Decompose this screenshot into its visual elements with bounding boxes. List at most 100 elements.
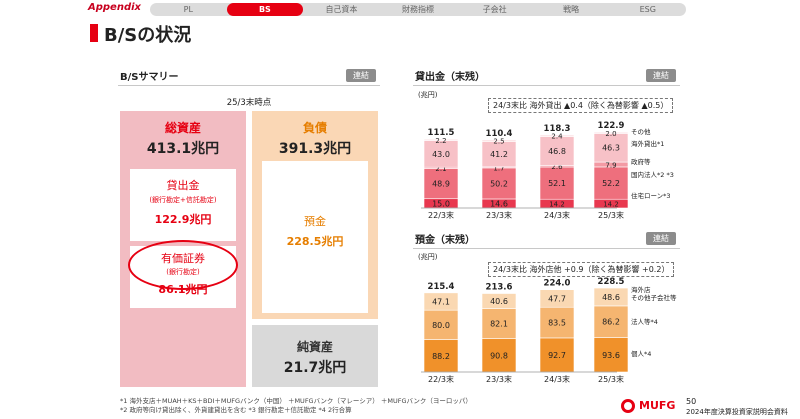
bar-value-label: 2.0 [605, 130, 616, 138]
deposits-chart-badge: 連結 [646, 232, 676, 245]
page-number: 50 [686, 397, 697, 406]
nav-tab-1[interactable]: BS [226, 3, 304, 16]
bar-total-label: 228.5 [598, 277, 625, 287]
mufg-logo-text: MUFG [639, 399, 676, 412]
nav-tab-3[interactable]: 財務指標 [402, 5, 435, 14]
bar-segment [539, 134, 575, 137]
x-tick-label: 24/3末 [544, 374, 570, 384]
bar-total-label: 118.3 [544, 124, 571, 134]
bar-value-label: 15.0 [432, 199, 450, 208]
bar-value-label: 14.6 [490, 199, 508, 208]
bar-value-label: 40.6 [490, 297, 508, 306]
net-assets-box: 純資産 21.7兆円 [252, 325, 378, 387]
bar-segment [539, 166, 575, 200]
bar-total-label: 213.6 [486, 283, 513, 293]
liabilities-label: 負債 [302, 121, 327, 135]
x-tick-label: 25/3末 [598, 374, 624, 384]
bar-segment [481, 293, 517, 309]
loans-value: 122.9兆円 [154, 213, 212, 226]
legend-label: その他 [631, 127, 651, 136]
bar-value-label: 2.6 [551, 163, 563, 171]
consolidated-badge: 連結 [346, 69, 376, 82]
bar-segment [539, 337, 575, 373]
bar-segment [481, 338, 517, 373]
nav-tab-6[interactable]: ESG [639, 5, 656, 14]
bar-value-label: 46.3 [602, 144, 620, 153]
bar-value-label: 46.8 [548, 147, 566, 156]
legend-label: 法人等*4 [631, 317, 658, 326]
doc-title: 2024年度決算投資家説明会資料 [686, 408, 788, 416]
bar-value-label: 52.2 [602, 179, 620, 188]
bar-segment [593, 166, 629, 200]
bar-value-label: 2.2 [435, 137, 446, 145]
deposits-label: 預金 [304, 215, 326, 228]
bar-segment [481, 167, 517, 200]
x-tick-label: 23/3末 [486, 374, 512, 384]
loans-unit: (兆円) [418, 91, 438, 99]
bar-value-label: 93.6 [602, 351, 620, 360]
bar-value-label: 41.2 [490, 150, 508, 159]
bar-value-label: 48.9 [432, 180, 450, 189]
bar-segment [593, 287, 629, 307]
bar-value-label: 2.5 [493, 138, 504, 146]
loans-callout: 24/3末比 海外貸出 ▲0.4（除く為替影響 ▲0.5） [488, 98, 674, 113]
deposits-unit: (兆円) [418, 253, 438, 261]
bar-segment [481, 141, 517, 168]
x-tick-label: 25/3末 [598, 210, 624, 220]
loans-chart-title: 貸出金（末残） [415, 72, 485, 83]
footnotes: *1 海外支店＋MUAH＋KS＋BDI＋MUFGバンク（中国） ＋MUFGバンク… [120, 397, 620, 415]
bar-value-label: 83.5 [548, 319, 566, 328]
bar-segment [593, 305, 629, 338]
bar-value-label: 90.8 [490, 351, 508, 360]
nav-tab-2[interactable]: 自己資本 [325, 5, 358, 14]
bar-value-label: 48.6 [602, 293, 620, 302]
bar-segment [423, 138, 459, 141]
footnote-1: *1 海外支店＋MUAH＋KS＋BDI＋MUFGバンク（中国） ＋MUFGバンク… [120, 397, 472, 405]
legend-label: 国内法人*2 *3 [631, 170, 674, 179]
loans-chart-badge: 連結 [646, 69, 676, 82]
bar-segment [423, 339, 459, 373]
bar-value-label: 82.1 [490, 320, 508, 329]
bar-value-label: 2.4 [551, 133, 563, 141]
bar-value-label: 14.2 [549, 201, 565, 209]
bar-value-label: 14.2 [603, 201, 619, 209]
bar-total-label: 111.5 [428, 128, 455, 138]
nav-tab-5[interactable]: 戦略 [563, 5, 580, 14]
footnote-2: *2 政府等向け貸出除く、外貨建貸出を含む *3 銀行勘定＋信託勘定 *4 2行… [120, 406, 352, 414]
bar-segment [593, 133, 629, 163]
summary-title: B/Sサマリー [120, 72, 179, 83]
deposits-chart-title: 預金（末残） [415, 235, 475, 246]
deposits-chart-header: 預金（末残） 連結 [413, 229, 680, 249]
bar-segment [423, 292, 459, 311]
legend-label: 政府等 [631, 157, 651, 166]
bar-value-label: 88.2 [432, 352, 450, 361]
bar-total-label: 224.0 [544, 279, 571, 289]
deposits-chart: 88.2 80.0 47.1 215.4 22/3末 90.8 82.1 40.6 213.6 2… [421, 277, 677, 384]
bar-segment [593, 337, 629, 373]
legend-label: 海外貸出*1 [631, 139, 664, 148]
nav-tab-4[interactable]: 子会社 [482, 5, 507, 14]
bar-segment [539, 289, 575, 308]
bar-segment [481, 139, 517, 142]
bar-value-label: 47.1 [432, 298, 450, 307]
bar-value-label: 2.1 [435, 165, 446, 173]
nav-tab-0[interactable]: PL [183, 5, 193, 14]
bar-segment [423, 309, 459, 340]
total-assets-value: 413.1兆円 [146, 141, 220, 157]
bar-value-label: 7.9 [605, 161, 616, 169]
legend-label: その他子会社等 [631, 293, 677, 302]
bar-value-label: 80.0 [432, 321, 450, 330]
page-title: B/Sの状況 [104, 25, 192, 46]
bar-value-label: 50.2 [490, 179, 508, 188]
legend-label: 海外店 [631, 285, 651, 294]
mufg-logo-icon [621, 399, 635, 413]
bar-value-label: 52.1 [548, 179, 566, 188]
bar-segment [593, 131, 629, 134]
bar-total-label: 110.4 [486, 129, 513, 139]
section-nav: PL BS 自己資本 財務指標 子会社 戦略 ESG [150, 3, 686, 16]
bar-value-label: 47.7 [548, 294, 566, 303]
deposits-callout: 24/3末比 海外店他 +0.9（除く為替影響 +0.2） [488, 262, 675, 277]
x-tick-label: 24/3末 [544, 210, 570, 220]
total-assets-box: 総資産 413.1兆円 貸出金 (銀行勘定+信託勘定) 122.9兆円 有価証券… [120, 111, 246, 387]
